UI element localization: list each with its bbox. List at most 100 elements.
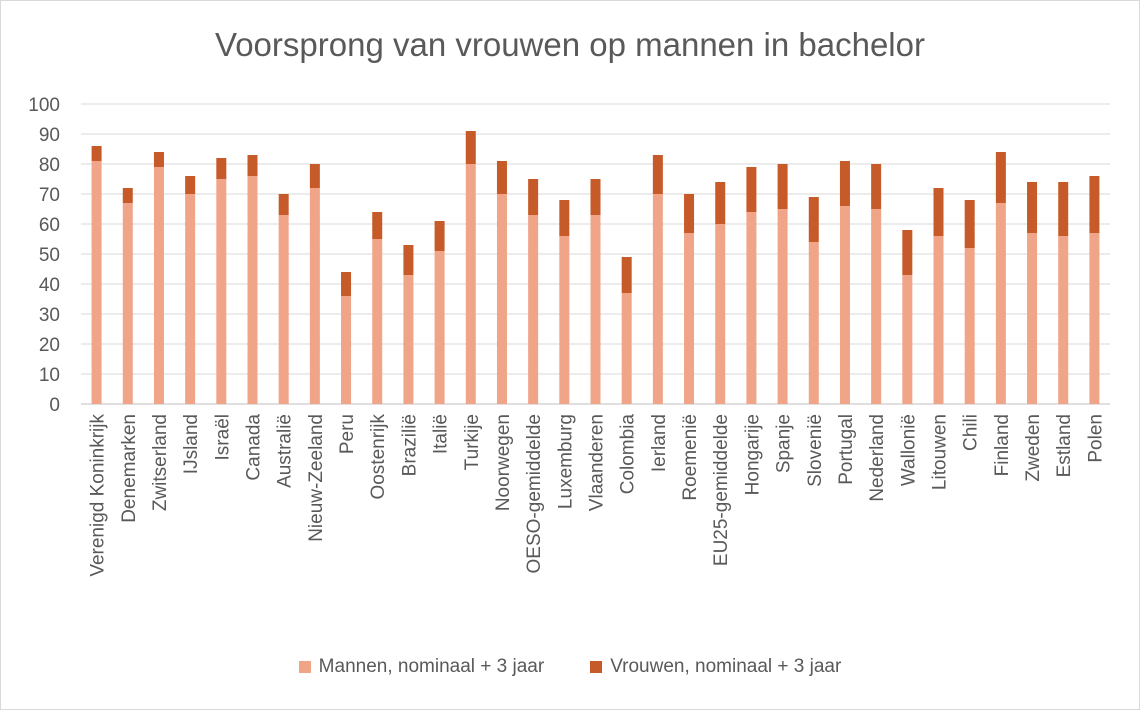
x-tick-label: Roemenië (680, 414, 701, 501)
bar-vrouwen-31 (1058, 182, 1069, 236)
x-tick-label: Nieuw-Zeeland (306, 414, 327, 542)
bar-mannen-28 (964, 248, 975, 404)
x-tick-label: Portugal (836, 414, 857, 485)
x-tick-label: Slovenië (805, 414, 826, 487)
bar-mannen-12 (465, 164, 476, 404)
bar-vrouwen-10 (403, 245, 414, 275)
bar-vrouwen-20 (715, 182, 726, 224)
legend-label-vrouwen: Vrouwen, nominaal + 3 jaar (610, 656, 842, 677)
bar-vrouwen-18 (652, 155, 663, 194)
bar-mannen-14 (528, 215, 539, 404)
bar-mannen-2 (153, 167, 164, 404)
bar-mannen-6 (278, 215, 289, 404)
bar-mannen-8 (341, 296, 352, 404)
bar-mannen-30 (1027, 233, 1038, 404)
y-tick-label: 40 (39, 275, 60, 296)
x-tick-label: Spanje (774, 414, 795, 473)
bar-vrouwen-1 (122, 188, 133, 203)
x-tick-label: Peru (337, 414, 358, 454)
bar-vrouwen-14 (528, 179, 539, 215)
bar-vrouwen-29 (995, 152, 1006, 203)
bar-vrouwen-23 (808, 197, 819, 242)
bar-mannen-27 (933, 236, 944, 404)
x-tick-label: IJsland (181, 414, 202, 474)
bar-mannen-18 (652, 194, 663, 404)
bar-vrouwen-9 (372, 212, 383, 239)
bar-mannen-29 (995, 203, 1006, 404)
x-tick-label: Canada (244, 414, 265, 481)
bar-vrouwen-30 (1027, 182, 1038, 233)
bar-mannen-0 (91, 161, 102, 404)
y-tick-label: 20 (39, 335, 60, 356)
bar-vrouwen-2 (153, 152, 164, 167)
bar-mannen-16 (590, 215, 601, 404)
bar-mannen-19 (684, 233, 695, 404)
bar-vrouwen-26 (902, 230, 913, 275)
bar-vrouwen-7 (309, 164, 320, 188)
legend: Mannen, nominaal + 3 jaar Vrouwen, nomin… (0, 656, 1140, 678)
x-tick-label: Chili (961, 414, 982, 451)
bar-mannen-17 (621, 293, 632, 404)
bar-mannen-23 (808, 242, 819, 404)
bar-mannen-26 (902, 275, 913, 404)
y-tick-label: 60 (39, 215, 60, 236)
bar-mannen-5 (247, 176, 258, 404)
bar-mannen-7 (309, 188, 320, 404)
x-tick-label: Finland (992, 414, 1013, 476)
x-tick-label: Colombia (618, 414, 639, 495)
bar-mannen-31 (1058, 236, 1069, 404)
x-tick-label: Zwitserland (150, 414, 171, 511)
bar-vrouwen-32 (1089, 176, 1100, 233)
bar-vrouwen-8 (341, 272, 352, 296)
y-tick-label: 50 (39, 245, 60, 266)
bar-mannen-10 (403, 275, 414, 404)
legend-item-mannen: Mannen, nominaal + 3 jaar (298, 656, 544, 678)
bar-mannen-13 (496, 194, 507, 404)
x-tick-label: Wallonië (898, 414, 919, 486)
y-tick-label: 30 (39, 305, 60, 326)
bar-vrouwen-12 (465, 131, 476, 164)
x-tick-label: Oostenrijk (368, 414, 389, 500)
y-tick-label: 100 (28, 95, 60, 116)
bar-vrouwen-24 (839, 161, 850, 206)
x-tick-label: Noorwegen (493, 414, 514, 511)
bar-vrouwen-21 (746, 167, 757, 212)
y-tick-label: 80 (39, 155, 60, 176)
x-tick-label: Verenigd Koninkrijk (88, 414, 109, 577)
bar-mannen-9 (372, 239, 383, 404)
bar-mannen-21 (746, 212, 757, 404)
bar-vrouwen-19 (684, 194, 695, 233)
x-tick-label: Turkije (462, 414, 483, 470)
bar-vrouwen-22 (777, 164, 788, 209)
bar-vrouwen-3 (185, 176, 196, 194)
bar-vrouwen-16 (590, 179, 601, 215)
bar-chart: 0 10 20 30 40 50 60 70 80 90 100 Verenigd Koninkri… (28, 95, 1110, 577)
x-tick-label: Denemarken (119, 414, 140, 523)
x-tick-label: Vlaanderen (587, 414, 608, 511)
bar-vrouwen-25 (871, 164, 882, 209)
bar-vrouwen-0 (91, 146, 102, 161)
x-tick-label: Ierland (649, 414, 670, 472)
bar-mannen-25 (871, 209, 882, 404)
bar-mannen-32 (1089, 233, 1100, 404)
x-tick-label: Hongarije (742, 414, 763, 495)
x-tick-label: Brazilië (399, 414, 420, 476)
bar-mannen-4 (216, 179, 227, 404)
x-tick-label: Estland (1054, 414, 1075, 477)
x-tick-label: EU25-gemiddelde (711, 414, 732, 566)
bars (91, 131, 1100, 404)
bar-vrouwen-17 (621, 257, 632, 293)
bar-vrouwen-28 (964, 200, 975, 248)
bar-mannen-20 (715, 224, 726, 404)
bar-vrouwen-6 (278, 194, 289, 215)
bar-mannen-11 (434, 251, 445, 404)
x-tick-label: Litouwen (930, 414, 951, 490)
legend-swatch-vrouwen (590, 661, 603, 673)
y-tick-label: 90 (39, 125, 60, 146)
bar-vrouwen-11 (434, 221, 445, 251)
x-tick-label: Polen (1085, 414, 1106, 463)
x-tick-label: Luxemburg (555, 414, 576, 509)
bar-vrouwen-4 (216, 158, 227, 179)
y-axis-ticks: 0 10 20 30 40 50 60 70 80 90 100 (28, 95, 60, 416)
bar-vrouwen-15 (559, 200, 570, 236)
